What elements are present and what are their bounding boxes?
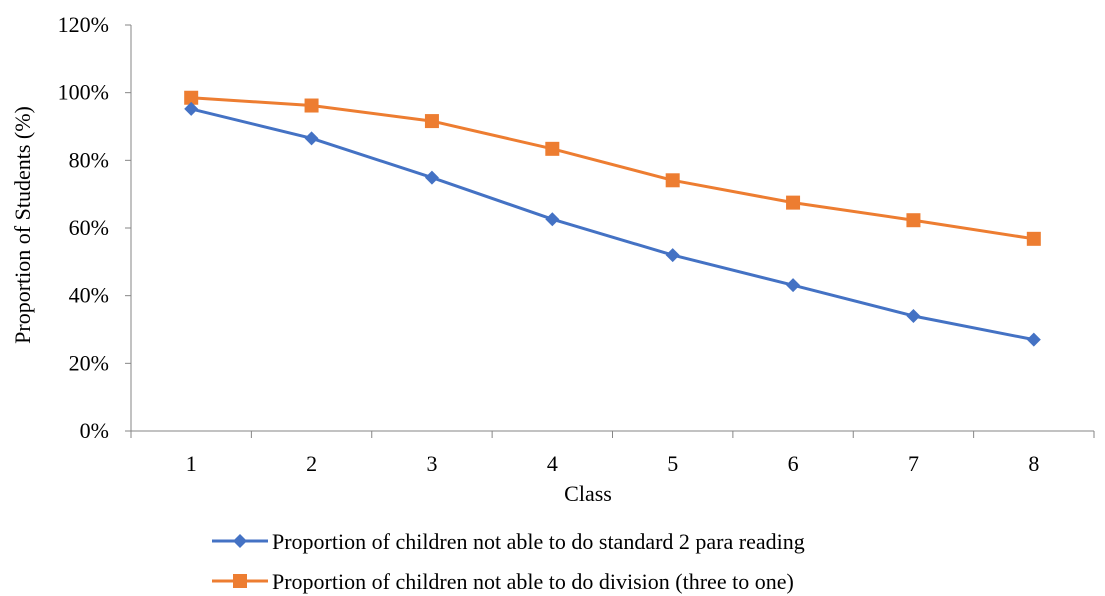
legend-item: Proportion of children not able to do st… <box>212 529 805 554</box>
y-tick-label: 100% <box>58 80 109 105</box>
series-2-point <box>1026 231 1041 246</box>
legend-swatch-marker <box>233 574 247 588</box>
series-1-point <box>1026 332 1041 347</box>
series-2-point <box>665 173 680 188</box>
y-axis-title: Proportion of Students (%) <box>10 106 35 344</box>
y-tick-label: 120% <box>58 12 109 37</box>
series-2-point <box>906 213 921 228</box>
y-axis: 0% 20% 40% 60% 80% 100% 120% <box>58 12 132 443</box>
series-2-point <box>424 114 439 129</box>
series-1-point <box>786 278 801 293</box>
series-1-point <box>665 248 680 263</box>
y-tick-label: 40% <box>69 283 109 308</box>
series-1-point <box>906 308 921 323</box>
legend: Proportion of children not able to do st… <box>212 529 805 594</box>
series-1-point <box>424 170 439 185</box>
series-2-point <box>545 141 560 156</box>
series-1-line <box>190 107 1035 342</box>
series-2-point <box>184 90 199 105</box>
x-tick-label: 2 <box>306 451 317 476</box>
x-tick-label: 1 <box>186 451 197 476</box>
legend-swatch-marker <box>233 534 247 548</box>
x-tick-label: 3 <box>426 451 437 476</box>
x-tick-label: 8 <box>1028 451 1039 476</box>
x-axis-title: Class <box>564 481 612 506</box>
x-tick-label: 4 <box>547 451 558 476</box>
series-2-point <box>786 195 801 210</box>
x-tick-label: 6 <box>788 451 799 476</box>
legend-item: Proportion of children not able to do di… <box>212 569 794 594</box>
series-1-point <box>184 101 199 116</box>
series-layer <box>184 90 1041 347</box>
y-tick-label: 60% <box>69 215 109 240</box>
x-tick-label: 5 <box>667 451 678 476</box>
legend-label: Proportion of children not able to do st… <box>272 529 805 554</box>
series-2-point <box>304 98 319 113</box>
y-tick-label: 80% <box>69 147 109 172</box>
legend-label: Proportion of children not able to do di… <box>272 569 794 594</box>
y-tick-label: 20% <box>69 350 109 375</box>
series-1-point <box>545 212 560 227</box>
x-axis: 1 2 3 4 5 6 7 8 <box>130 430 1095 476</box>
x-tick-label: 7 <box>908 451 919 476</box>
y-tick-label: 0% <box>80 418 109 443</box>
series-2 <box>184 90 1041 246</box>
series-2-line <box>191 96 1035 241</box>
series-1 <box>184 101 1041 347</box>
series-1-point <box>304 131 319 146</box>
